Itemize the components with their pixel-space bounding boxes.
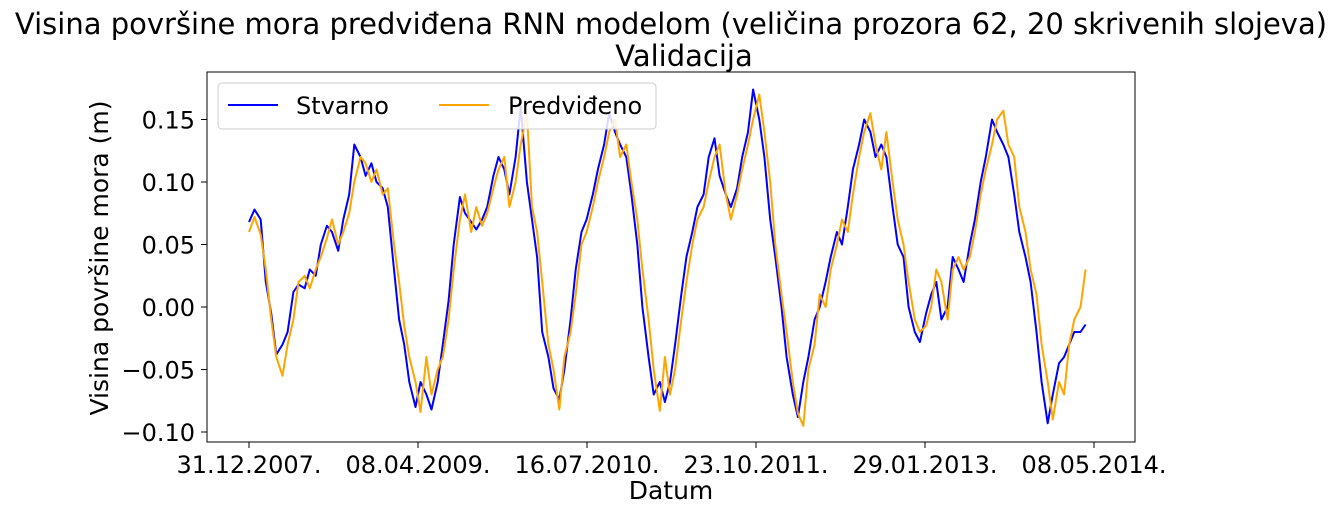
y-tick-label: 0.15 [142,107,195,135]
x-tick-label: 29.01.2013. [852,451,997,479]
y-tick-label: −0.10 [121,419,195,447]
y-tick-label: 0.05 [142,232,195,260]
chart-title: Visina površine mora predviđena RNN mode… [15,7,1327,41]
x-tick-label: 08.04.2009. [345,451,490,479]
y-axis-label: Visina površine mora (m) [85,100,114,415]
legend-box [217,82,657,130]
legend: Stvarno Predviđeno [217,82,657,130]
x-tick-label: 16.07.2010. [514,451,659,479]
x-tick-label: 08.05.2014. [1021,451,1166,479]
legend-label-stvarno: Stvarno [296,92,389,120]
series-line-predvideno [248,93,1087,427]
x-axis: 31.12.2007. 08.04.2009. 16.07.2010. 23.10.2… [176,442,1167,479]
chart-subtitle: Validacija [615,39,752,73]
plot-frame [206,71,1136,443]
legend-label-predvideno: Predviđeno [508,92,642,120]
y-tick-label: 0.10 [142,169,195,197]
x-tick-label: 23.10.2011. [683,451,828,479]
y-axis: −0.10 −0.05 0.00 0.05 0.10 0.15 [121,107,207,447]
x-tick-label: 31.12.2007. [176,451,321,479]
y-tick-label: 0.00 [142,294,195,322]
x-axis-label: Datum [629,476,714,505]
plot-lines [248,88,1087,427]
y-tick-label: −0.05 [121,357,195,385]
